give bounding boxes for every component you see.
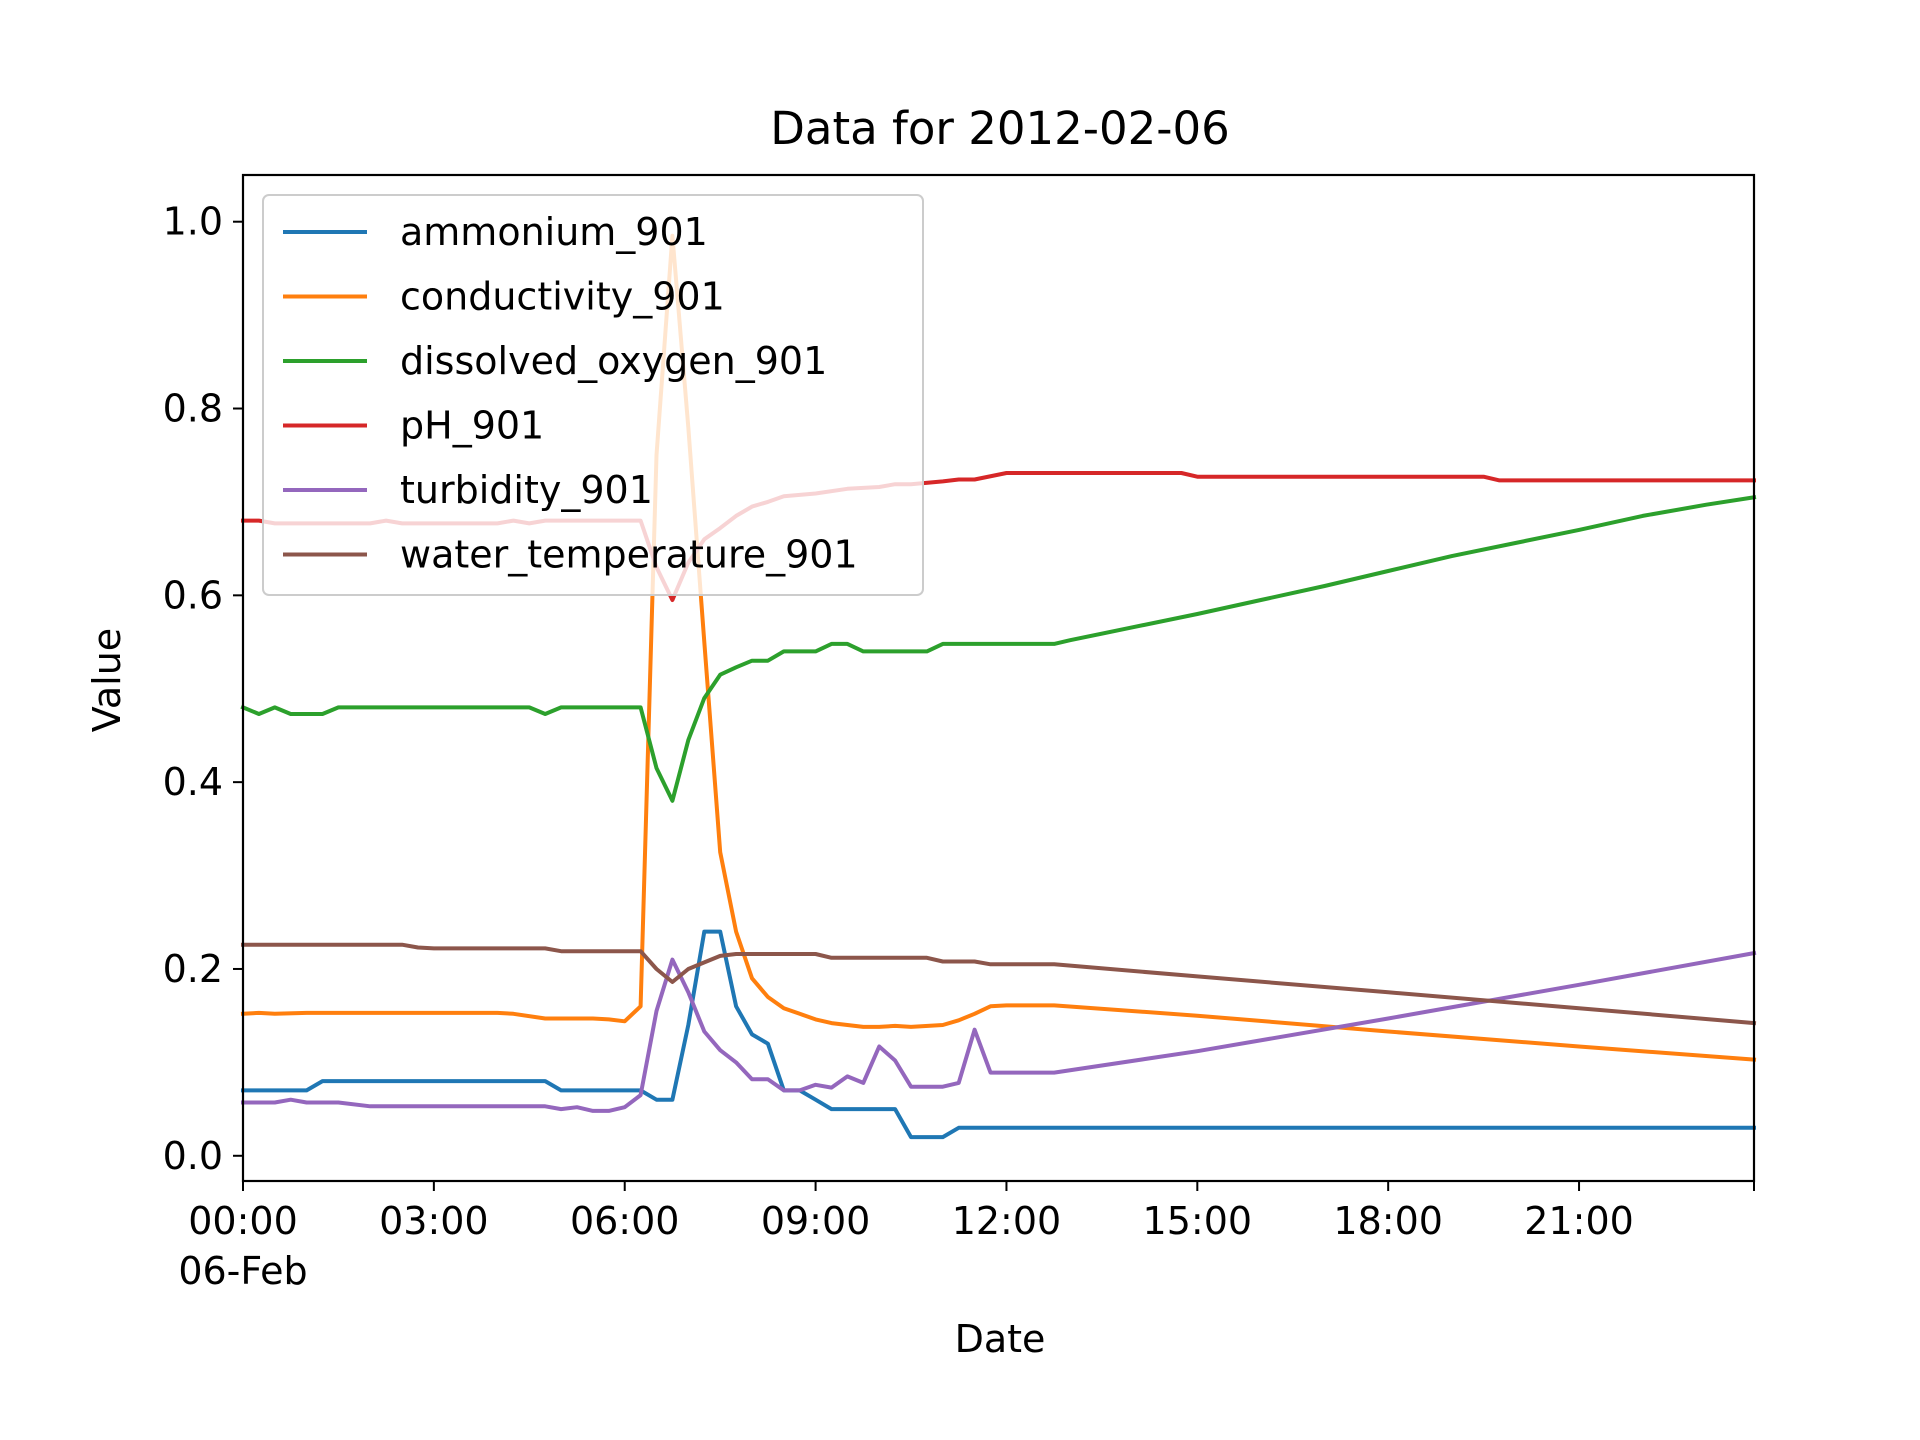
legend-label: dissolved_oxygen_901 [400,339,827,383]
x-tick-label: 09:00 [761,1199,871,1243]
series-line-conductivity-901 [240,233,1757,1062]
x-axis-label: Date [955,1317,1046,1361]
legend-box [262,194,924,596]
y-axis-label: Value [85,628,129,732]
series-line-turbidity-901 [241,950,1757,1113]
legend-label: ammonium_901 [400,210,708,254]
legend-label: pH_901 [400,404,544,448]
legend-label: water_temperature_901 [400,533,858,577]
plot-area-frame [241,173,1756,1183]
x-tick-label: 15:00 [1143,1199,1253,1243]
series-line-dissolved-oxygen-901 [240,495,1757,803]
y-axis-ticks: 0.0 0.2 0.4 0.6 0.8 1.0 [163,200,243,1178]
series-line-ammonium-901 [241,929,1756,1140]
y-tick-label: 1.0 [163,200,223,244]
series-line-water-temperature-901 [241,942,1757,1026]
chart-title: Data for 2012-02-06 [770,102,1229,155]
x-tick-label: 18:00 [1333,1199,1443,1243]
x-tick-label: 03:00 [379,1199,489,1243]
legend-label: turbidity_901 [400,468,653,512]
y-tick-label: 0.4 [163,760,223,804]
y-tick-label: 0.2 [163,947,223,991]
x-tick-label: 21:00 [1524,1199,1634,1243]
x-tick-sublabel: 06-Feb [178,1249,307,1293]
legend: ammonium_901 conductivity_901 dissolved_ox… [262,194,924,596]
legend-label: conductivity_901 [400,275,725,319]
x-tick-label: 06:00 [570,1199,680,1243]
x-tick-label: 12:00 [952,1199,1062,1243]
y-tick-label: 0.8 [163,387,223,431]
y-tick-label: 0.0 [163,1134,223,1178]
x-tick-label: 00:00 [188,1199,298,1243]
x-axis-ticks: 00:00 06-Feb 03:00 06:00 09:00 12:00 15:00 18:0… [178,1181,1755,1293]
y-tick-label: 0.6 [163,573,223,617]
